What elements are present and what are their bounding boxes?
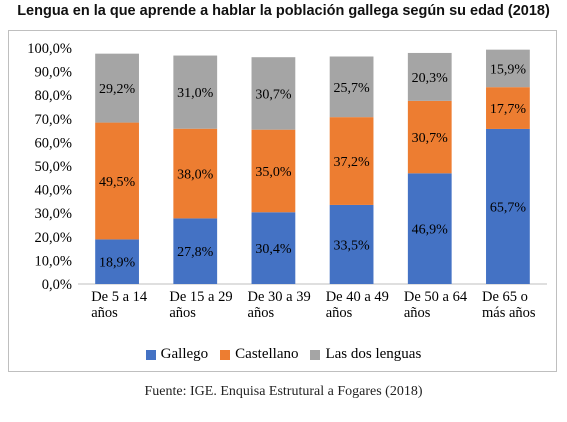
x-tick-label: años	[91, 305, 118, 321]
data-label: 33,5%	[333, 238, 370, 253]
bar-segment-las-dos-lenguas	[407, 52, 452, 101]
x-tick-label: años	[169, 305, 196, 321]
bar-segment-gallego	[486, 128, 530, 284]
chart-title: Lengua en la que aprende a hablar la pob…	[17, 3, 550, 19]
y-tick-label: 50,0%	[35, 159, 72, 175]
x-tick-label: más años	[482, 305, 536, 321]
bar-segment-castellano	[407, 100, 452, 174]
legend-item: Castellano	[220, 346, 298, 363]
legend-label: Gallego	[160, 346, 209, 362]
y-tick-label: 30,0%	[35, 206, 72, 222]
bar-segment-las-dos-lenguas	[486, 49, 530, 88]
data-label: 38,0%	[177, 168, 214, 183]
x-tick-label: De 50 a 64	[404, 289, 468, 305]
y-tick-label: 40,0%	[35, 183, 72, 199]
y-tick-label: 20,0%	[35, 230, 72, 246]
y-tick-label: 10,0%	[35, 253, 72, 269]
data-label: 31,0%	[177, 86, 214, 101]
bar-segment-las-dos-lenguas	[95, 53, 139, 123]
bar-segment-castellano	[173, 128, 218, 219]
x-tick-label: De 65 o	[482, 289, 528, 305]
x-tick-label: De 30 a 39	[248, 289, 311, 305]
bar-segment-castellano	[95, 122, 139, 240]
x-tick-label: años	[326, 305, 353, 321]
chart-frame	[8, 30, 557, 372]
bar-segment-gallego	[251, 212, 296, 284]
data-label: 25,7%	[333, 81, 370, 96]
x-tick-label: De 5 a 14	[91, 289, 148, 305]
data-label: 29,2%	[99, 82, 136, 97]
x-tick-label: De 15 a 29	[169, 289, 232, 305]
legend-item: Gallego	[145, 346, 209, 363]
bar-segment-gallego	[173, 218, 218, 284]
y-tick-label: 0,0%	[42, 277, 72, 293]
data-label: 37,2%	[333, 155, 370, 170]
x-tick-label: años	[248, 305, 275, 321]
bar-segment-las-dos-lenguas	[173, 55, 218, 129]
bar-segment-las-dos-lenguas	[329, 56, 374, 118]
data-label: 30,4%	[255, 242, 292, 257]
bar-segment-las-dos-lenguas	[251, 57, 296, 130]
chart-legend: Gallego Castellano Las dos lenguas	[0, 346, 567, 363]
data-label: 46,9%	[412, 223, 449, 238]
x-tick-label: años	[404, 305, 431, 321]
legend-swatch	[220, 349, 231, 360]
y-tick-label: 70,0%	[35, 112, 72, 128]
data-label: 17,7%	[490, 102, 527, 117]
data-label: 30,7%	[255, 87, 292, 102]
data-label: 18,9%	[99, 256, 136, 271]
stacked-bar-chart: 0,0% 10,0% 20,0% 30,0% 40,0% 50,0% 60,0% 70,0% 8…	[27, 41, 547, 321]
bar-segment-castellano	[251, 129, 296, 213]
y-tick-label: 100,0%	[27, 41, 72, 57]
bar-segment-gallego	[407, 173, 452, 284]
bar-segment-castellano	[486, 87, 530, 129]
source-note: Fuente: IGE. Enquisa Estrutural a Fogare…	[144, 384, 423, 399]
y-tick-label: 60,0%	[35, 135, 72, 151]
data-label: 15,9%	[490, 62, 527, 77]
legend-label: Castellano	[235, 346, 299, 362]
data-label: 49,5%	[99, 175, 136, 190]
legend-label: Las dos lenguas	[325, 346, 422, 362]
y-tick-label: 90,0%	[35, 65, 72, 81]
bar-segment-gallego	[95, 239, 139, 284]
legend-swatch	[310, 349, 321, 360]
legend-item: Las dos lenguas	[310, 346, 421, 363]
y-tick-label: 80,0%	[35, 88, 72, 104]
data-label: 20,3%	[412, 71, 449, 86]
data-label: 30,7%	[412, 131, 449, 146]
data-label: 35,0%	[255, 165, 292, 180]
bar-segment-castellano	[329, 117, 374, 205]
bar-segment-gallego	[329, 204, 374, 284]
data-label: 27,8%	[177, 245, 214, 260]
data-label: 65,7%	[490, 200, 527, 215]
x-tick-label: De 40 a 49	[326, 289, 389, 305]
legend-swatch	[145, 349, 156, 360]
